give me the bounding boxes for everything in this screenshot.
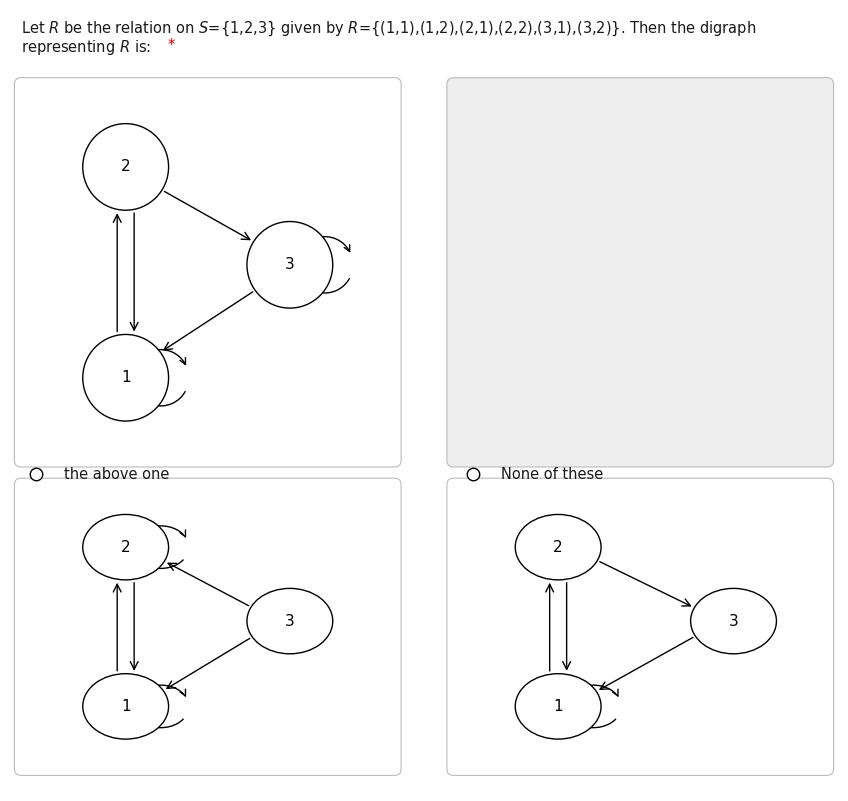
Text: 1: 1 — [554, 699, 563, 714]
Text: 2: 2 — [121, 159, 131, 175]
FancyBboxPatch shape — [447, 478, 834, 775]
Text: 3: 3 — [285, 614, 295, 629]
FancyBboxPatch shape — [14, 78, 401, 467]
Ellipse shape — [83, 123, 169, 210]
Text: *: * — [168, 38, 176, 54]
Ellipse shape — [83, 335, 169, 421]
FancyBboxPatch shape — [14, 478, 401, 775]
Ellipse shape — [516, 674, 601, 739]
Text: the above one: the above one — [64, 467, 169, 481]
Text: 3: 3 — [728, 614, 739, 629]
Ellipse shape — [516, 514, 601, 580]
Text: 2: 2 — [121, 540, 131, 554]
Ellipse shape — [247, 589, 332, 654]
Text: 1: 1 — [121, 699, 131, 714]
Text: None of these: None of these — [501, 467, 604, 481]
Text: 1: 1 — [121, 370, 131, 385]
Text: representing $R$ is:: representing $R$ is: — [21, 38, 153, 58]
Ellipse shape — [247, 222, 332, 308]
FancyBboxPatch shape — [447, 78, 834, 467]
Text: 3: 3 — [285, 257, 295, 272]
Text: Let $R$ be the relation on $S$={1,2,3} given by $R$={(1,1),(1,2),(2,1),(2,2),(3,: Let $R$ be the relation on $S$={1,2,3} g… — [21, 20, 756, 38]
Ellipse shape — [83, 674, 169, 739]
Ellipse shape — [83, 514, 169, 580]
Text: 2: 2 — [554, 540, 563, 554]
Ellipse shape — [690, 589, 777, 654]
